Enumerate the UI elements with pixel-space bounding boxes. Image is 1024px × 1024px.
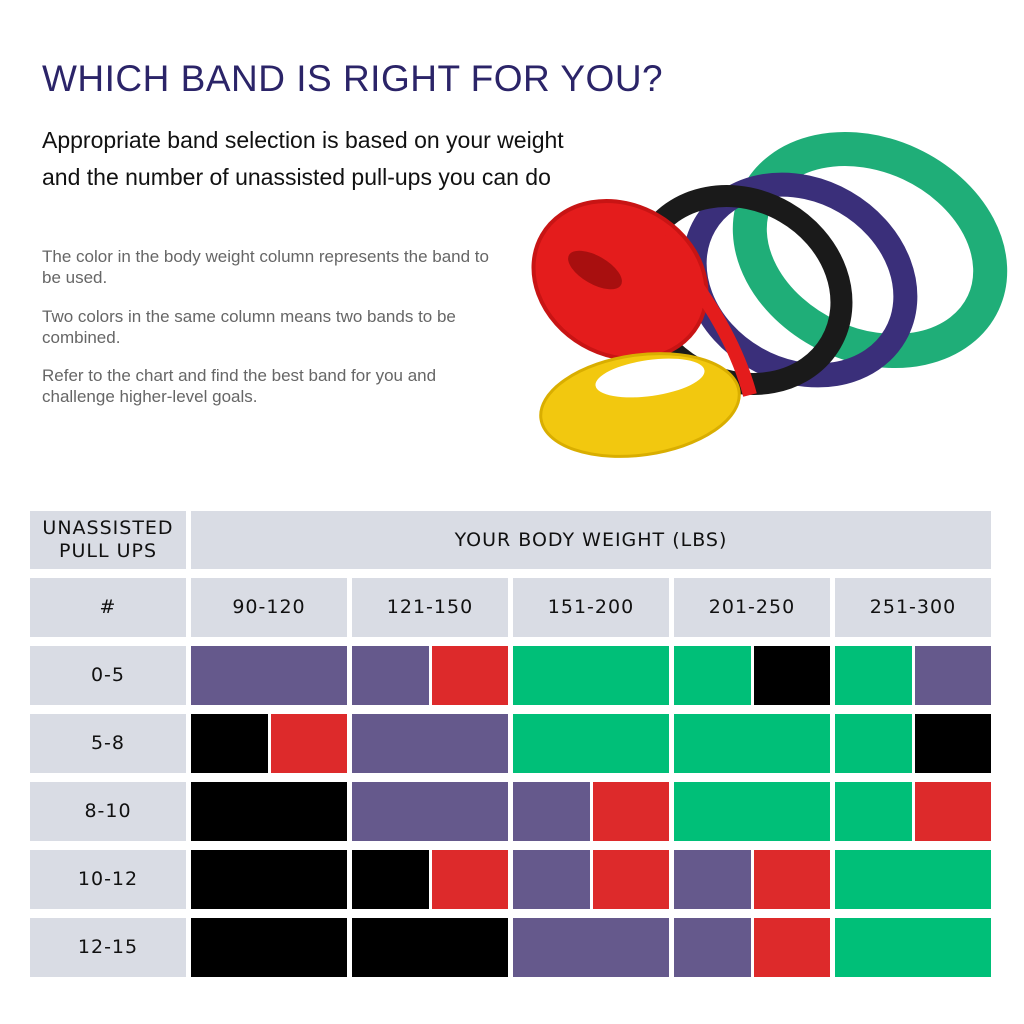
band-cell xyxy=(191,850,347,909)
purple-band-swatch xyxy=(352,782,508,841)
green-band-swatch xyxy=(674,782,830,841)
green-band-swatch xyxy=(513,714,669,773)
black-band-swatch xyxy=(191,782,347,841)
red-band-swatch xyxy=(592,850,669,909)
weight-column-header: 151-200 xyxy=(513,578,669,637)
black-band-swatch xyxy=(914,714,991,773)
green-band-swatch xyxy=(835,918,991,977)
purple-band-swatch xyxy=(513,782,590,841)
red-band xyxy=(531,198,757,397)
purple-band-swatch xyxy=(513,850,590,909)
purple-band-swatch xyxy=(914,646,991,705)
red-band-swatch xyxy=(592,782,669,841)
black-band-swatch xyxy=(352,850,429,909)
red-band-swatch xyxy=(753,918,830,977)
band-cell xyxy=(674,646,830,705)
purple-band-swatch xyxy=(674,850,751,909)
band-cell xyxy=(674,782,830,841)
band-cell xyxy=(835,850,991,909)
purple-band xyxy=(682,172,918,388)
green-band-swatch xyxy=(513,646,669,705)
note-2: Two colors in the same column means two … xyxy=(42,307,456,347)
weight-column-header: 121-150 xyxy=(352,578,508,637)
purple-band-swatch xyxy=(352,646,429,705)
band-cell xyxy=(191,714,347,773)
green-band-swatch xyxy=(674,714,830,773)
purple-band-swatch xyxy=(674,918,751,977)
band-cell xyxy=(191,646,347,705)
band-cell xyxy=(352,850,508,909)
band-cell xyxy=(352,782,508,841)
band-cell xyxy=(513,714,669,773)
band-cell xyxy=(513,782,669,841)
band-cell xyxy=(674,918,830,977)
page-title: WHICH BAND IS RIGHT FOR YOU? xyxy=(42,58,664,99)
band-cell xyxy=(835,646,991,705)
note-3: Refer to the chart and find the best ban… xyxy=(42,366,437,406)
weight-header: YOUR BODY WEIGHT (LBS) xyxy=(191,511,991,569)
lead-text: Appropriate band selection is based on y… xyxy=(42,127,564,190)
red-band-swatch xyxy=(270,714,347,773)
band-cell xyxy=(352,646,508,705)
band-cell xyxy=(835,918,991,977)
black-band-swatch xyxy=(753,646,830,705)
green-band-swatch xyxy=(835,646,912,705)
band-cell xyxy=(674,850,830,909)
black-band-swatch xyxy=(191,714,268,773)
pullups-row-label: 10-12 xyxy=(30,850,186,909)
green-band-swatch xyxy=(674,646,751,705)
band-selection-table: UNASSISTED PULL UPS YOUR BODY WEIGHT (LB… xyxy=(30,511,991,977)
purple-band-swatch xyxy=(191,646,347,705)
corner-header: UNASSISTED PULL UPS xyxy=(30,511,186,569)
green-band-swatch xyxy=(835,850,991,909)
red-band-swatch xyxy=(753,850,830,909)
band-cell xyxy=(513,850,669,909)
pullups-row-label: 8-10 xyxy=(30,782,186,841)
black-band-swatch xyxy=(352,918,508,977)
count-header: # xyxy=(30,578,186,637)
pullups-row-label: 0-5 xyxy=(30,646,186,705)
black-band-swatch xyxy=(191,918,347,977)
green-band-swatch xyxy=(835,782,912,841)
band-cell xyxy=(352,918,508,977)
green-band-swatch xyxy=(835,714,912,773)
red-band-swatch xyxy=(914,782,991,841)
pullups-row-label: 5-8 xyxy=(30,714,186,773)
band-cell xyxy=(191,918,347,977)
band-cell xyxy=(835,714,991,773)
resistance-bands-image xyxy=(531,131,1008,458)
band-cell xyxy=(835,782,991,841)
band-cell xyxy=(352,714,508,773)
band-cell xyxy=(513,918,669,977)
weight-column-header: 251-300 xyxy=(835,578,991,637)
weight-column-header: 201-250 xyxy=(674,578,830,637)
pullups-row-label: 12-15 xyxy=(30,918,186,977)
yellow-band xyxy=(539,352,741,458)
black-band-swatch xyxy=(191,850,347,909)
purple-band-swatch xyxy=(352,714,508,773)
band-cell xyxy=(513,646,669,705)
note-1: The color in the body weight column repr… xyxy=(42,247,489,287)
band-cell xyxy=(674,714,830,773)
weight-column-header: 90-120 xyxy=(191,578,347,637)
band-cell xyxy=(191,782,347,841)
red-band-swatch xyxy=(431,850,508,909)
red-band-swatch xyxy=(431,646,508,705)
purple-band-swatch xyxy=(513,918,669,977)
